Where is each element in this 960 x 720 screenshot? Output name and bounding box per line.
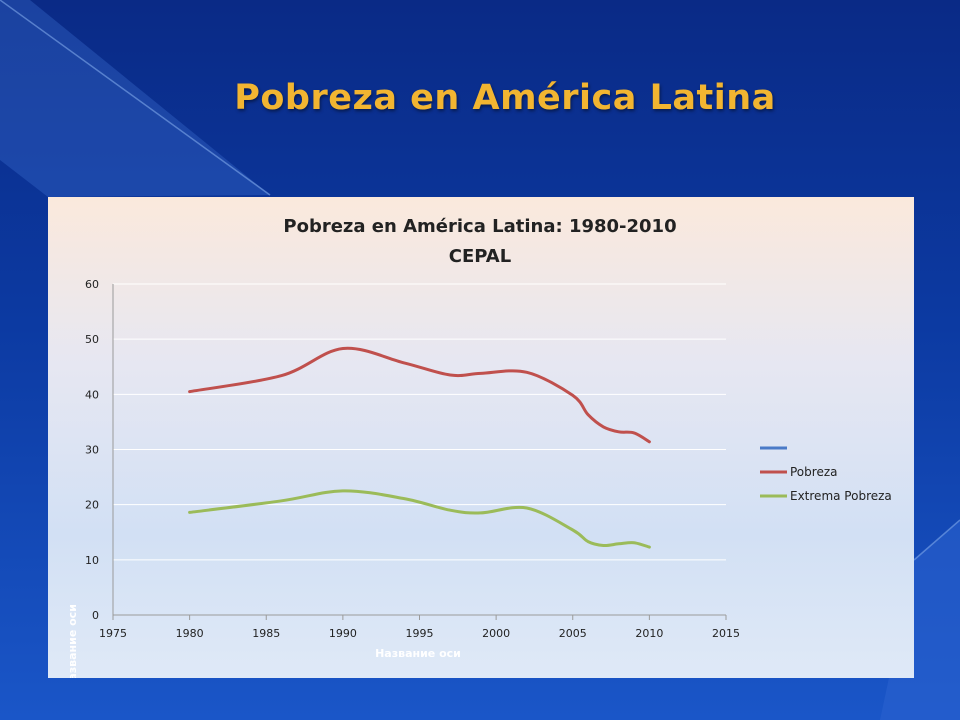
chart-panel: Pobreza en América Latina: 1980-2010 CEP… xyxy=(48,197,914,678)
y-tick-label: 0 xyxy=(92,609,99,622)
slide-title: Pobreza en América Latina xyxy=(234,78,776,118)
x-tick-label: 2005 xyxy=(559,627,587,640)
x-tick-label: 1980 xyxy=(176,627,204,640)
gridlines xyxy=(113,283,726,616)
series-line-pobreza xyxy=(188,346,651,444)
x-tick-label: 1985 xyxy=(252,627,280,640)
x-tick-label: 2000 xyxy=(482,627,510,640)
legend: Pobreza Extrema Pobreza xyxy=(760,446,892,503)
y-tick-label: 30 xyxy=(85,444,99,457)
background-corner-line xyxy=(913,519,960,561)
axes: 0 10 20 30 40 50 60 1975 1980 1985 1990 1995 2000 200… xyxy=(85,278,740,640)
y-tick-label: 60 xyxy=(85,278,99,291)
y-tick-label: 10 xyxy=(85,554,99,567)
y-tick-label: 50 xyxy=(85,333,99,346)
x-tick-label: 2010 xyxy=(635,627,663,640)
x-axis-title: Название оси xyxy=(375,647,461,660)
chart-subtitle: CEPAL xyxy=(449,246,511,267)
legend-label-pobreza: Pobreza xyxy=(790,465,837,479)
series-line-extrema-pobreza xyxy=(188,489,651,549)
x-tick-label: 1995 xyxy=(406,627,434,640)
series-lines xyxy=(188,346,651,549)
y-tick-label: 40 xyxy=(85,388,99,401)
x-tick-label: 1975 xyxy=(99,627,127,640)
legend-label-extrema-pobreza: Extrema Pobreza xyxy=(790,489,892,503)
line-chart: Pobreza en América Latina: 1980-2010 CEP… xyxy=(66,216,892,678)
x-tick-label: 1990 xyxy=(329,627,357,640)
y-tick-label: 20 xyxy=(85,499,99,512)
chart-title: Pobreza en América Latina: 1980-2010 xyxy=(283,216,676,237)
y-axis-title: Название оси xyxy=(66,604,79,678)
background-diagonal-line xyxy=(0,0,271,196)
x-tick-label: 2015 xyxy=(712,627,740,640)
